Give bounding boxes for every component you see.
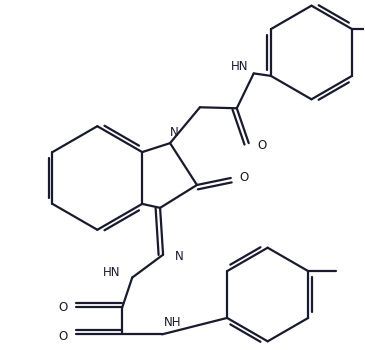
Text: O: O [258,139,267,152]
Text: O: O [58,330,68,343]
Text: N: N [175,250,184,263]
Text: O: O [58,301,68,314]
Text: N: N [170,126,178,139]
Text: O: O [240,172,249,184]
Text: HN: HN [103,266,120,279]
Text: HN: HN [231,60,249,73]
Text: NH: NH [164,316,181,329]
